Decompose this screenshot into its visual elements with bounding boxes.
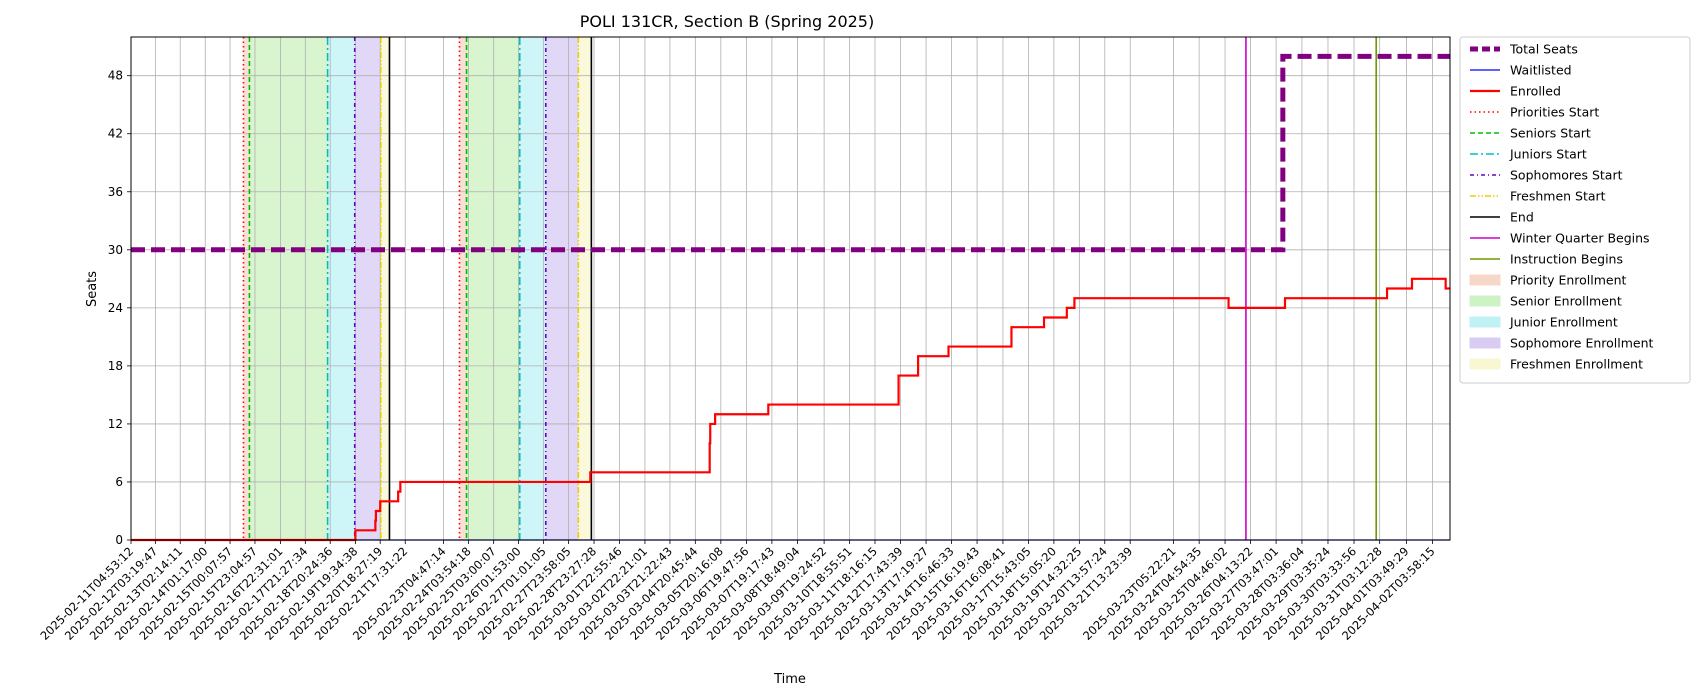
- chart-title: POLI 131CR, Section B (Spring 2025): [580, 12, 874, 31]
- y-tick-label: 0: [115, 533, 123, 547]
- y-axis: 0 6 12 18 24 30 36 42 48: [108, 69, 131, 547]
- legend-label: Seniors Start: [1510, 126, 1591, 141]
- legend-swatch: [1469, 337, 1501, 349]
- span-freshmen-enrollment-0: [380, 37, 390, 540]
- y-tick-label: 24: [108, 301, 123, 315]
- y-tick-label: 18: [108, 359, 123, 373]
- y-tick-label: 6: [115, 475, 123, 489]
- legend-swatch: [1469, 295, 1501, 307]
- legend-label: Instruction Begins: [1510, 252, 1623, 267]
- span-sophomore-enrollment-1: [545, 37, 579, 540]
- legend-swatch: [1469, 316, 1501, 328]
- span-priority-enrollment-0: [243, 37, 250, 540]
- plot-frame: [130, 36, 1451, 541]
- span-senior-enrollment-0: [249, 37, 328, 540]
- y-tick-label: 30: [108, 243, 123, 257]
- legend-label: Sophomore Enrollment: [1510, 336, 1654, 351]
- legend-label: Total Seats: [1509, 42, 1578, 57]
- vlines: [242, 37, 1377, 540]
- y-tick-label: 12: [108, 417, 123, 431]
- legend-label: Freshmen Enrollment: [1510, 357, 1643, 372]
- legend-swatch: [1469, 358, 1501, 370]
- y-tick-label: 36: [108, 185, 123, 199]
- span-sophomore-enrollment-0: [354, 37, 381, 540]
- legend-swatch: [1469, 274, 1501, 286]
- legend-label: Enrolled: [1510, 84, 1561, 99]
- series-enrolled: [131, 277, 1450, 542]
- legend: Total Seats Waitlisted Enrolled Priorities …: [1459, 36, 1691, 384]
- legend-label: Senior Enrollment: [1510, 294, 1622, 309]
- plot-spans: [243, 37, 592, 540]
- legend-label: Winter Quarter Begins: [1510, 231, 1650, 246]
- legend-label: Junior Enrollment: [1509, 315, 1618, 330]
- y-tick-label: 42: [108, 127, 123, 141]
- span-senior-enrollment-1: [466, 37, 520, 540]
- y-tick-label: 48: [108, 69, 123, 83]
- legend-label: Juniors Start: [1509, 147, 1587, 162]
- span-freshmen-enrollment-1: [578, 37, 592, 540]
- x-axis: 2025-02-11T04:53:122025-02-12T03:19:4720…: [37, 540, 1438, 643]
- legend-label: End: [1510, 210, 1534, 225]
- legend-label: Sophomores Start: [1510, 168, 1623, 183]
- grid: [130, 37, 1450, 541]
- span-priority-enrollment-1: [459, 37, 467, 540]
- y-axis-label: Seats: [85, 271, 100, 307]
- series-total-seats: [131, 53, 1450, 253]
- legend-label: Freshmen Start: [1510, 189, 1606, 204]
- span-junior-enrollment-1: [519, 37, 546, 540]
- legend-label: Priority Enrollment: [1510, 273, 1627, 288]
- legend-box: [1459, 36, 1691, 384]
- x-axis-label: Time: [773, 672, 806, 687]
- legend-label: Waitlisted: [1510, 63, 1572, 78]
- span-junior-enrollment-0: [327, 37, 355, 540]
- legend-label: Priorities Start: [1510, 105, 1599, 120]
